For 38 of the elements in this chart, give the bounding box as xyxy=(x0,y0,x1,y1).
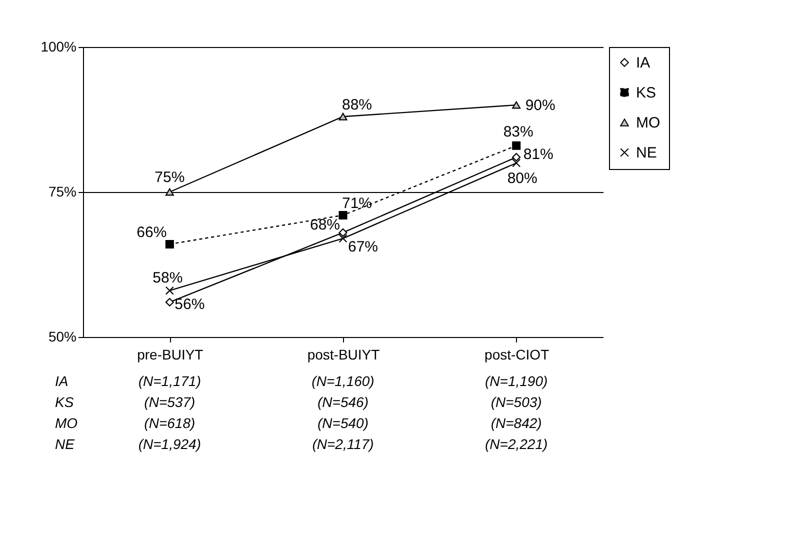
data-label: 75% xyxy=(154,169,185,186)
legend-label: NE xyxy=(636,144,657,162)
text: (N=2,221) xyxy=(485,436,548,452)
data-label: 56% xyxy=(174,296,205,314)
y-tick-label: 100% xyxy=(40,38,76,54)
x-tick-label: post-BUIYT xyxy=(307,346,380,362)
legend-label: MO xyxy=(636,114,660,132)
data-label: 68% xyxy=(310,216,340,234)
data-label: 58% xyxy=(152,270,183,287)
text: (N=537) xyxy=(144,394,196,410)
y-tick-label: 50% xyxy=(48,328,76,344)
text: (N=503) xyxy=(490,394,542,410)
data-label: 71% xyxy=(342,195,372,212)
data-label: 80% xyxy=(507,170,538,187)
text: (N=540) xyxy=(318,415,368,431)
text: (N=1,171) xyxy=(138,373,201,389)
text: NE xyxy=(55,436,76,452)
text: (N=618) xyxy=(144,415,196,431)
data-label: 83% xyxy=(503,124,534,141)
text: (N=842) xyxy=(490,415,542,431)
data-label: 90% xyxy=(525,97,556,114)
data-label: 67% xyxy=(348,238,378,256)
x-tick-label: pre-BUIYT xyxy=(137,346,204,362)
text: (N=1,924) xyxy=(138,436,201,452)
text: (N=1,190) xyxy=(485,373,548,389)
legend-label: KS xyxy=(636,84,656,102)
y-tick-label: 75% xyxy=(48,184,76,200)
text: (N=1,160) xyxy=(312,373,374,389)
text: (N=546) xyxy=(318,394,368,410)
text: (N=2,117) xyxy=(312,436,374,452)
text: IA xyxy=(55,373,68,389)
text: MO xyxy=(55,415,78,431)
data-label: 66% xyxy=(136,224,167,242)
legend-label: IA xyxy=(636,54,650,72)
x-tick-label: post-CIOT xyxy=(484,346,550,362)
text: KS xyxy=(55,394,74,410)
data-label: 88% xyxy=(342,96,372,114)
data-label: 81% xyxy=(523,146,554,164)
